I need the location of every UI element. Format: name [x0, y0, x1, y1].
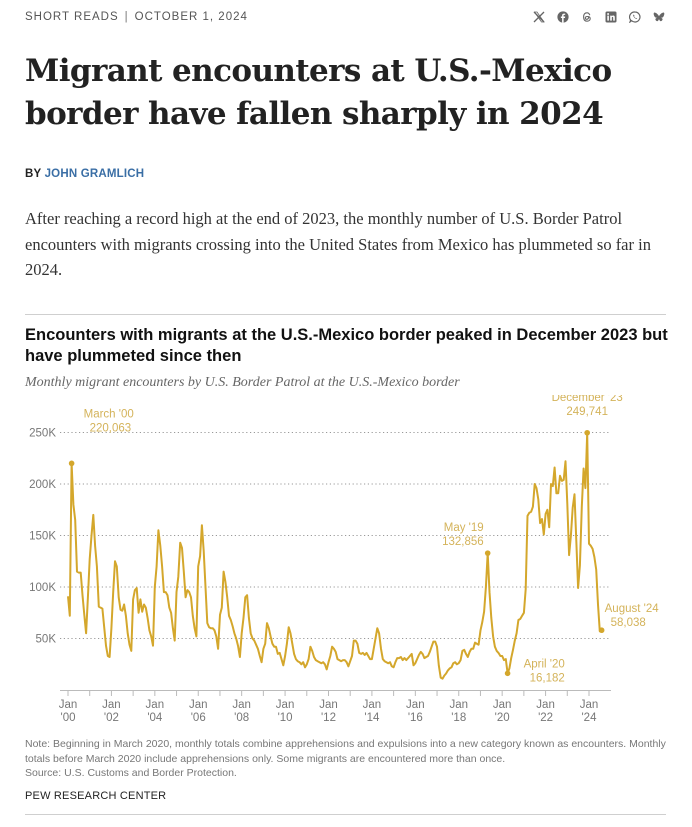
x-tick-label: '02 [104, 712, 119, 724]
x-tick-label: Jan [102, 699, 121, 711]
annotation-value: 132,856 [442, 536, 484, 548]
annotation-label: March '00 [84, 408, 134, 420]
source-text: Source: U.S. Customs and Border Protecti… [25, 767, 237, 779]
article-headline: Migrant encounters at U.S.-Mexico border… [25, 53, 612, 132]
x-tick-label: '24 [581, 712, 597, 724]
y-tick-label: 250K [29, 428, 56, 440]
annotation-label: April '20 [524, 658, 565, 670]
annotation-marker [68, 460, 75, 467]
y-tick-label: 50K [36, 634, 57, 646]
share-bar [532, 11, 665, 24]
kicker: SHORT READS | OCTOBER 1, 2024 [25, 11, 248, 23]
x-tick-label: Jan [59, 699, 78, 711]
author-link[interactable]: JOHN GRAMLICH [44, 168, 145, 180]
x-tick-label: '22 [538, 712, 553, 724]
annotation-label: August '24 [605, 603, 660, 615]
organization-credit: PEW RESEARCH CENTER [25, 790, 167, 802]
annotation-value: 249,741 [566, 406, 608, 418]
x-tick-label: '06 [191, 712, 206, 724]
annotation-label: December '23 [552, 395, 623, 404]
x-tick-label: Jan [189, 699, 208, 711]
chart-subtitle: Monthly migrant encounters by U.S. Borde… [25, 375, 460, 390]
x-tick-label: Jan [536, 699, 555, 711]
y-tick-label: 150K [29, 531, 56, 543]
x-tick-label: '10 [278, 712, 293, 724]
annotation-value: 220,063 [90, 422, 132, 434]
x-tick-label: Jan [493, 699, 512, 711]
publish-date: OCTOBER 1, 2024 [134, 11, 248, 23]
article-header-bar: SHORT READS | OCTOBER 1, 2024 [25, 9, 667, 25]
x-tick-label: Jan [580, 699, 599, 711]
facebook-icon[interactable] [556, 11, 569, 24]
y-tick-label: 200K [29, 479, 56, 491]
annotation-marker [584, 429, 590, 436]
annotation-marker [504, 670, 511, 677]
x-tick-label: '00 [61, 712, 76, 724]
whatsapp-icon[interactable] [628, 11, 641, 24]
annotation-value: 58,038 [611, 617, 646, 629]
chart-top-divider [25, 314, 666, 315]
x-tick-label: '12 [321, 712, 336, 724]
y-tick-label: 100K [29, 582, 56, 594]
kicker-separator: | [124, 11, 129, 23]
linkedin-icon[interactable] [604, 11, 617, 24]
line-chart: 50K100K150K200K250KJan'00Jan'02Jan'04Jan… [29, 395, 660, 724]
annotation-marker [598, 627, 605, 634]
annotation-label: May '19 [444, 522, 484, 534]
note-text: Note: Beginning in March 2020, monthly t… [25, 738, 666, 765]
chart-title: Encounters with migrants at the U.S.-Mex… [25, 326, 668, 365]
x-icon[interactable] [532, 11, 545, 24]
x-tick-label: Jan [449, 699, 468, 711]
x-tick-label: '04 [147, 712, 163, 724]
x-tick-label: '16 [408, 712, 423, 724]
x-tick-label: Jan [319, 699, 338, 711]
bluesky-icon[interactable] [652, 11, 665, 24]
x-tick-label: '14 [364, 712, 380, 724]
x-tick-label: '20 [495, 712, 510, 724]
x-tick-label: '18 [451, 712, 466, 724]
byline-prefix: BY [25, 168, 42, 180]
chart-bottom-divider [25, 814, 666, 815]
annotation-marker [484, 550, 491, 556]
section-link[interactable]: SHORT READS [25, 11, 119, 23]
x-tick-label: '08 [234, 712, 249, 724]
threads-icon[interactable] [580, 11, 593, 24]
series-line [67, 431, 603, 680]
x-tick-label: Jan [146, 699, 165, 711]
x-tick-label: Jan [276, 699, 295, 711]
article-lede: After reaching a record high at the end … [25, 209, 651, 279]
x-tick-label: Jan [406, 699, 425, 711]
chart-note: Note: Beginning in March 2020, monthly t… [25, 737, 675, 781]
x-tick-label: Jan [363, 699, 382, 711]
annotation-value: 16,182 [530, 672, 565, 684]
x-tick-label: Jan [232, 699, 251, 711]
byline: BY JOHN GRAMLICH [25, 168, 144, 180]
